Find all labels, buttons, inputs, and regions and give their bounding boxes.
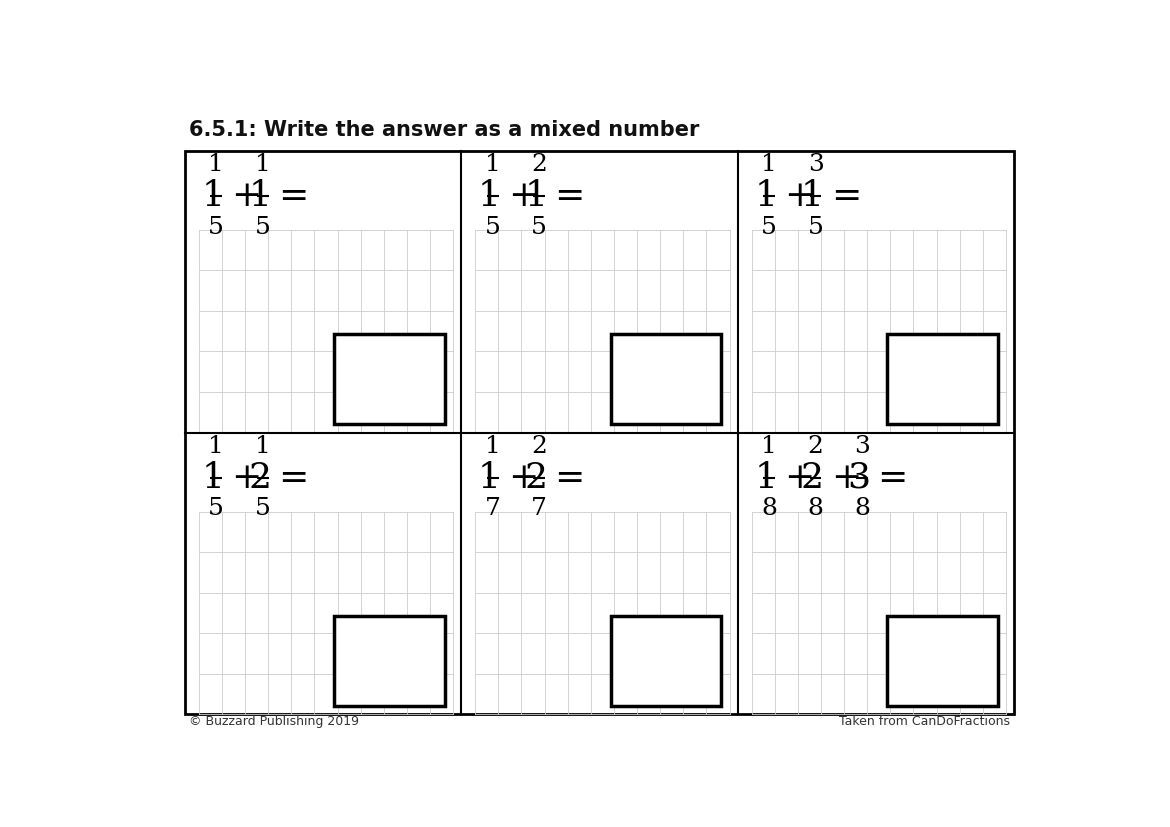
Text: 5: 5 [208,216,225,239]
Text: 8: 8 [762,498,777,520]
Text: 1: 1 [208,153,225,176]
Bar [611,334,721,424]
Bar [887,616,998,706]
Text: 5: 5 [762,216,777,239]
Text: 2: 2 [801,461,824,495]
Text: 1: 1 [248,179,271,213]
Text: =: = [878,461,908,495]
Text: 5: 5 [208,498,225,520]
Text: 3: 3 [847,461,870,495]
Text: 5: 5 [807,216,824,239]
Text: 8: 8 [854,498,870,520]
Text: 1: 1 [201,461,225,495]
Text: 1: 1 [762,153,777,176]
Text: 1: 1 [524,179,548,213]
Text: 1: 1 [208,435,225,458]
Text: +: + [232,179,262,213]
Text: 5: 5 [255,216,270,239]
Text: 5: 5 [484,216,501,239]
Text: 1: 1 [801,179,824,213]
Text: =: = [278,179,309,213]
Text: © Buzzard Publishing 2019: © Buzzard Publishing 2019 [188,715,359,729]
Bar [185,151,1014,715]
Text: 1: 1 [762,435,777,458]
Bar [611,616,721,706]
Text: =: = [831,179,861,213]
Text: 1: 1 [255,435,270,458]
Text: 1: 1 [484,435,501,458]
Text: 1: 1 [755,179,777,213]
Text: 2: 2 [524,461,548,495]
Text: 2: 2 [531,435,548,458]
Text: 5: 5 [531,216,548,239]
Text: Taken from CanDoFractions: Taken from CanDoFractions [839,715,1011,729]
Text: 1: 1 [484,153,501,176]
Text: 7: 7 [484,498,501,520]
Text: +: + [831,461,861,495]
Text: 1: 1 [255,153,270,176]
Text: 3: 3 [807,153,824,176]
Text: 2: 2 [807,435,824,458]
Text: +: + [508,179,538,213]
Text: =: = [555,461,585,495]
Bar [335,334,445,424]
Text: 3: 3 [854,435,870,458]
Text: 2: 2 [248,461,271,495]
Text: 2: 2 [531,153,548,176]
Text: 5: 5 [255,498,270,520]
Bar [335,616,445,706]
Text: =: = [555,179,585,213]
Text: 8: 8 [807,498,824,520]
Text: +: + [784,461,814,495]
Text: 6.5.1: Write the answer as a mixed number: 6.5.1: Write the answer as a mixed numbe… [188,120,700,140]
Text: 1: 1 [201,179,225,213]
Text: +: + [232,461,262,495]
Text: 7: 7 [531,498,548,520]
Text: 1: 1 [479,461,501,495]
Text: 1: 1 [755,461,777,495]
Text: =: = [278,461,309,495]
Text: +: + [508,461,538,495]
Bar [887,334,998,424]
Text: +: + [784,179,814,213]
Text: 1: 1 [479,179,501,213]
